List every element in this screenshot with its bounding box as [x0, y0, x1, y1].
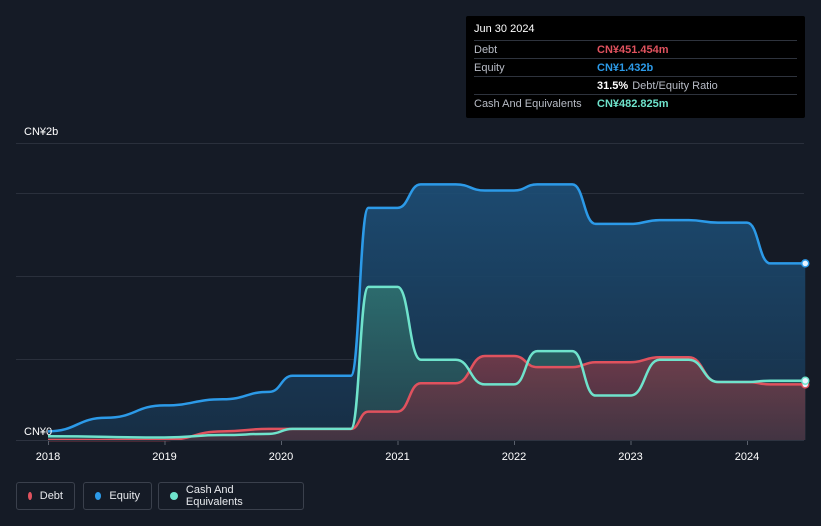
x-tick-label: 2024 [735, 451, 759, 463]
tooltip-equity-label: Equity [474, 61, 505, 74]
equity-end-marker [801, 259, 810, 268]
tooltip-ratio-label: Debt/Equity Ratio [632, 79, 718, 92]
y-tick-label-top: CN¥2b [24, 126, 58, 138]
equity-line [47, 183, 806, 433]
tooltip-ratio-value: 31.5% [597, 79, 629, 92]
y-tick-label-zero: CN¥0 [24, 426, 52, 438]
x-tick-label: 2023 [618, 451, 642, 463]
legend-cash-label: Cash And Equivalents [185, 484, 243, 508]
legend-item-cash[interactable]: Cash And Equivalents [158, 482, 304, 510]
tooltip-row-debt: Debt CN¥451.454m [474, 40, 797, 58]
tooltip-row-equity: Equity CN¥1.432b [474, 58, 797, 76]
legend-item-equity[interactable]: Equity [83, 482, 152, 510]
debt-area [48, 356, 806, 440]
legend-debt-label: Debt [39, 490, 63, 502]
debt-line [48, 354, 806, 442]
x-tick [747, 441, 748, 445]
debt-dot-icon [28, 492, 32, 500]
legend-item-debt[interactable]: Debt [16, 482, 75, 510]
x-tick-label: 2021 [385, 451, 409, 463]
cash-and-equivalents-line [47, 285, 806, 439]
x-tick [48, 441, 49, 445]
gridline [16, 143, 804, 144]
x-tick-label: 2019 [152, 451, 176, 463]
x-tick [630, 441, 632, 445]
tooltip-equity-value: CN¥1.432b [597, 61, 654, 74]
tooltip-date: Jun 30 2024 [474, 23, 535, 35]
x-tick-label: 2018 [36, 451, 60, 463]
tooltip-debt-label: Debt [474, 43, 498, 56]
tooltip-row-ratio: 31.5% Debt/Equity Ratio [474, 76, 797, 94]
x-tick [397, 441, 399, 445]
data-tooltip: Jun 30 2024 Debt CN¥451.454m Equity CN¥1… [466, 16, 805, 118]
tooltip-debt-value: CN¥451.454m [597, 43, 669, 56]
cash-and-equivalents-end-marker [801, 376, 810, 385]
x-tick [514, 441, 515, 445]
x-tick [281, 441, 282, 445]
x-axis-line [16, 440, 804, 441]
x-tick-label: 2020 [269, 451, 293, 463]
x-tick [164, 441, 166, 445]
tooltip-cash-label: Cash And Equivalents [474, 97, 582, 110]
cash-dot-icon [170, 492, 178, 500]
tooltip-row-cash: Cash And Equivalents CN¥482.825m [474, 94, 797, 112]
tooltip-cash-value: CN¥482.825m [597, 97, 669, 110]
x-tick-label: 2022 [502, 451, 526, 463]
legend-equity-label: Equity [109, 490, 140, 502]
equity-dot-icon [95, 492, 102, 500]
